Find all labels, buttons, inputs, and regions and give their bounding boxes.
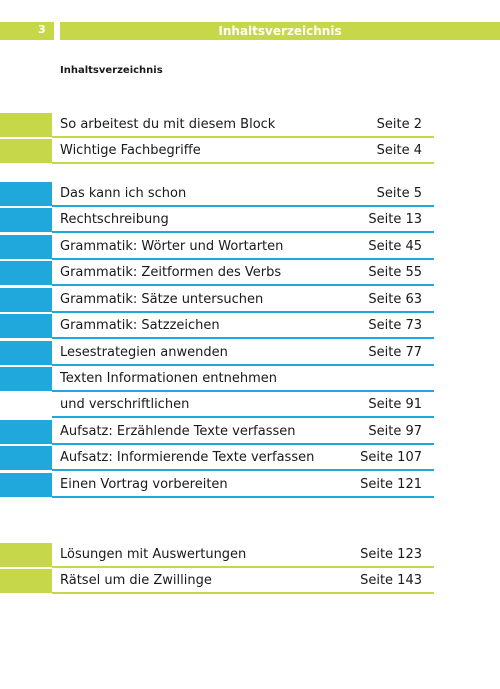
blue-marker <box>0 314 52 338</box>
toc-underline <box>52 443 434 445</box>
blue-marker <box>0 235 52 259</box>
toc-page: Seite 13 <box>368 212 422 227</box>
toc-underline <box>52 390 434 392</box>
toc-underline <box>52 205 434 207</box>
toc-label: Grammatik: Sätze untersuchen <box>60 292 264 307</box>
toc-page: Seite 45 <box>368 239 422 254</box>
toc-label: Wichtige Fachbegriffe <box>60 143 201 158</box>
toc-page: Seite 121 <box>360 477 422 492</box>
toc-label: Aufsatz: Erzählende Texte verfassen <box>60 424 296 439</box>
toc-row: Grammatik: Sätze untersuchen Seite 63 <box>0 287 434 313</box>
toc-row: Grammatik: Satzzeichen Seite 73 <box>0 313 434 339</box>
toc-row: Wichtige Fachbegriffe Seite 4 <box>0 138 434 164</box>
toc-label: Rätsel um die Zwillinge <box>60 573 212 588</box>
toc-row: Aufsatz: Erzählende Texte verfassen Seit… <box>0 419 434 445</box>
toc-row: Einen Vortrag vorbereiten Seite 121 <box>0 472 434 498</box>
toc-underline <box>52 364 434 366</box>
toc-row: Aufsatz: Informierende Texte verfassen S… <box>0 445 434 471</box>
toc-label: Texten Informationen entnehmen <box>60 371 277 386</box>
toc-row: Rechtschreibung Seite 13 <box>0 207 434 233</box>
green-marker <box>0 139 52 163</box>
green-marker <box>0 543 52 567</box>
toc-row: Grammatik: Zeitformen des Verbs Seite 55 <box>0 260 434 286</box>
page-number: 3 <box>38 23 46 36</box>
blue-marker <box>0 473 52 497</box>
toc-label: So arbeitest du mit diesem Block <box>60 117 276 132</box>
toc-label: Grammatik: Wörter und Wortarten <box>60 239 284 254</box>
toc-page: Seite 107 <box>360 450 422 465</box>
toc-underline <box>52 311 434 313</box>
toc-page: Seite 77 <box>368 345 422 360</box>
toc-underline <box>52 496 434 498</box>
toc-label: Einen Vortrag vorbereiten <box>60 477 228 492</box>
toc-label: Grammatik: Satzzeichen <box>60 318 220 333</box>
toc-row: Rätsel um die Zwillinge Seite 143 <box>0 568 434 594</box>
toc-page: Seite 4 <box>376 143 422 158</box>
toc-page: Seite 97 <box>368 424 422 439</box>
blue-marker <box>0 446 52 470</box>
toc-page: Seite 73 <box>368 318 422 333</box>
toc-underline <box>52 592 434 594</box>
toc-row: und verschriftlichen Seite 91 <box>0 392 434 418</box>
toc-label: Lösungen mit Auswertungen <box>60 547 247 562</box>
page-number-tab: 3 <box>0 22 54 40</box>
blue-marker <box>0 341 52 365</box>
green-marker <box>0 113 52 137</box>
blue-marker <box>0 261 52 285</box>
toc-label: Grammatik: Zeitformen des Verbs <box>60 265 282 280</box>
toc-underline <box>52 337 434 339</box>
toc-page: Seite 91 <box>368 397 422 412</box>
toc-row: Das kann ich schon Seite 5 <box>0 181 434 207</box>
toc-page: Seite 2 <box>376 117 422 132</box>
toc-underline <box>52 162 434 164</box>
toc-underline <box>52 469 434 471</box>
toc-page: Seite 63 <box>368 292 422 307</box>
toc-label: und verschriftlichen <box>60 397 190 412</box>
toc-underline <box>52 136 434 138</box>
toc-label: Das kann ich schon <box>60 186 187 201</box>
header-title: Inhaltsverzeichnis <box>60 22 500 40</box>
toc-label: Rechtschreibung <box>60 212 169 227</box>
blue-marker <box>0 288 52 312</box>
green-marker <box>0 569 52 593</box>
toc-page: Seite 55 <box>368 265 422 280</box>
toc-label: Aufsatz: Informierende Texte verfassen <box>60 450 315 465</box>
toc-underline <box>52 284 434 286</box>
blue-marker <box>0 208 52 232</box>
toc-label: Lesestrategien anwenden <box>60 345 228 360</box>
toc-underline <box>52 416 434 418</box>
toc-row: Texten Informationen entnehmen <box>0 366 434 392</box>
toc-row: Grammatik: Wörter und Wortarten Seite 45 <box>0 234 434 260</box>
toc-page: Seite 5 <box>376 186 422 201</box>
toc-row: Lösungen mit Auswertungen Seite 123 <box>0 542 434 568</box>
toc-underline <box>52 231 434 233</box>
toc-row: So arbeitest du mit diesem Block Seite 2 <box>0 112 434 138</box>
toc-underline <box>52 258 434 260</box>
toc-page: Seite 143 <box>360 573 422 588</box>
blue-marker <box>0 367 52 391</box>
blue-marker <box>0 182 52 206</box>
toc-row: Lesestrategien anwenden Seite 77 <box>0 340 434 366</box>
page-subtitle: Inhaltsverzeichnis <box>60 65 163 76</box>
blue-marker <box>0 420 52 444</box>
toc-underline <box>52 566 434 568</box>
toc-page: Seite 123 <box>360 547 422 562</box>
